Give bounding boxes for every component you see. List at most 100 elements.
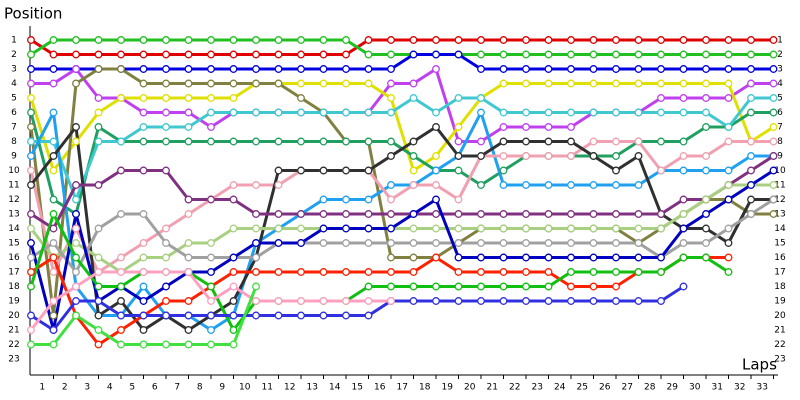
lap-marker	[139, 94, 148, 102]
y-tick-label: 11	[8, 181, 19, 191]
lap-marker	[207, 239, 215, 247]
lap-marker	[499, 152, 508, 160]
lap-marker	[364, 195, 373, 204]
y-tick-label-right: 15	[774, 239, 785, 249]
lap-marker	[49, 108, 58, 117]
y-tick-label: 2	[11, 50, 17, 60]
lap-marker	[522, 282, 530, 291]
lap-marker	[274, 65, 283, 73]
lap-marker	[769, 210, 778, 218]
x-tick-label: 14	[329, 383, 341, 393]
lap-marker	[769, 108, 778, 117]
lap-marker	[387, 108, 395, 117]
lap-marker	[657, 297, 665, 305]
lap-marker	[117, 253, 125, 262]
lap-marker	[657, 224, 665, 233]
lap-marker	[454, 152, 463, 160]
lap-marker	[522, 36, 530, 44]
lap-marker	[544, 282, 553, 291]
lap-marker	[387, 282, 395, 291]
lap-marker	[724, 137, 733, 146]
lap-marker	[117, 326, 125, 334]
lap-marker	[499, 137, 508, 146]
lap-marker	[139, 123, 148, 131]
y-tick-label: 21	[8, 326, 19, 336]
x-tick-label: 8	[197, 383, 203, 393]
lap-marker	[207, 311, 215, 320]
lap-marker	[297, 79, 305, 88]
lap-marker	[634, 181, 643, 189]
lap-marker	[499, 282, 508, 291]
x-tick-label: 4	[107, 383, 113, 393]
lap-marker	[432, 65, 440, 73]
lap-marker	[522, 239, 530, 247]
lap-marker	[589, 253, 598, 262]
lap-marker	[589, 268, 598, 276]
lap-marker	[612, 50, 620, 59]
x-tick-label: 31	[712, 383, 723, 393]
lap-marker	[409, 253, 418, 262]
x-tick-label: 3	[84, 383, 90, 393]
lap-marker	[364, 268, 373, 276]
lap-marker	[162, 50, 170, 59]
lap-marker	[27, 152, 35, 160]
x-tick-label: 12	[284, 383, 295, 393]
y-tick-label: 18	[8, 282, 20, 292]
lap-marker	[27, 108, 35, 117]
lap-marker	[477, 65, 485, 73]
lap-marker	[72, 65, 80, 73]
y-tick-label-right: 17	[774, 268, 785, 278]
lap-marker	[589, 65, 598, 73]
lap-marker	[297, 108, 305, 117]
lap-marker	[679, 94, 688, 102]
y-tick-label: 20	[8, 311, 20, 321]
lap-marker	[184, 210, 193, 218]
lap-marker	[769, 166, 778, 175]
lap-marker	[274, 268, 283, 276]
lap-marker	[49, 65, 58, 73]
lap-marker	[364, 65, 373, 73]
lap-marker	[679, 210, 688, 218]
lap-marker	[94, 123, 103, 131]
lap-marker	[612, 224, 620, 233]
lap-marker	[769, 79, 778, 88]
lap-marker	[589, 224, 598, 233]
lap-marker	[274, 137, 283, 146]
lap-marker	[499, 224, 508, 233]
lap-marker	[252, 224, 260, 233]
lap-marker	[72, 195, 80, 204]
lap-marker	[724, 239, 733, 247]
lap-marker	[522, 50, 530, 59]
lap-marker	[229, 311, 238, 320]
x-tick-label: 32	[734, 383, 745, 393]
lap-marker	[274, 181, 283, 189]
lap-marker	[319, 195, 328, 204]
lap-marker	[567, 108, 575, 117]
lap-marker	[252, 210, 260, 218]
lap-marker	[679, 224, 688, 233]
lap-marker	[274, 108, 283, 117]
lap-marker	[499, 239, 508, 247]
lap-marker	[139, 137, 148, 146]
lap-marker	[432, 123, 440, 131]
lap-marker	[769, 181, 778, 189]
lap-marker	[252, 239, 260, 247]
lap-marker	[274, 50, 283, 59]
lap-marker	[27, 224, 35, 233]
lap-marker	[724, 224, 733, 233]
lap-marker	[72, 181, 80, 189]
x-tick-label: 1	[39, 383, 45, 393]
lap-marker	[49, 239, 58, 247]
lap-marker	[274, 297, 283, 305]
lap-marker	[72, 210, 80, 218]
lap-marker	[544, 181, 553, 189]
lap-marker	[27, 282, 35, 291]
lap-marker	[499, 79, 508, 88]
lap-marker	[162, 253, 170, 262]
lap-marker	[499, 108, 508, 117]
lap-marker	[409, 36, 418, 44]
lap-marker	[589, 210, 598, 218]
lap-marker	[162, 224, 170, 233]
lap-marker	[342, 195, 350, 204]
